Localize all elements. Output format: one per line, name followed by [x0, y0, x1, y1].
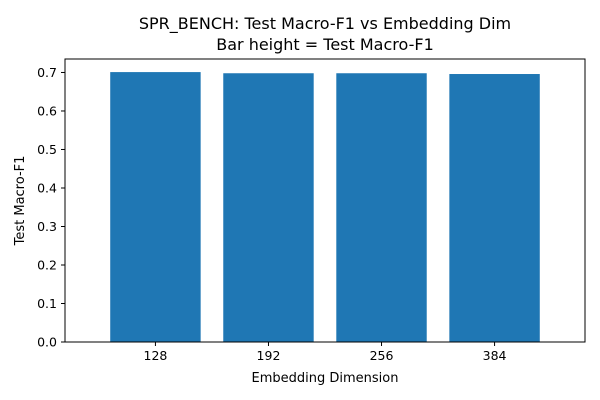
y-tick-label: 0.3	[37, 219, 57, 234]
bar-128	[110, 72, 201, 342]
x-axis-label: Embedding Dimension	[252, 371, 399, 386]
bar-192	[223, 73, 314, 342]
x-axis: 128 192 256 384	[144, 342, 507, 363]
y-tick-label: 0.0	[37, 335, 57, 350]
y-tick-label: 0.6	[37, 103, 57, 118]
chart-subtitle: Bar height = Test Macro-F1	[216, 35, 434, 54]
y-tick-label: 0.7	[37, 65, 57, 80]
bar-384	[449, 74, 540, 343]
chart-title: SPR_BENCH: Test Macro-F1 vs Embedding Di…	[139, 14, 511, 34]
y-tick-label: 0.2	[37, 257, 57, 272]
y-axis: 0.0 0.1 0.2 0.3 0.4 0.5 0.6 0.7	[37, 65, 65, 350]
plot-frame	[64, 58, 586, 343]
x-tick-label: 128	[144, 348, 168, 363]
bars-group	[110, 72, 540, 343]
x-tick-label: 256	[370, 348, 394, 363]
bar-256	[336, 73, 427, 342]
y-axis-label: Test Macro-F1	[13, 156, 28, 247]
y-tick-label: 0.1	[37, 296, 57, 311]
x-tick-label: 192	[257, 348, 281, 363]
x-tick-label: 384	[483, 348, 507, 363]
y-tick-label: 0.4	[37, 180, 57, 195]
y-tick-label: 0.5	[37, 142, 57, 157]
